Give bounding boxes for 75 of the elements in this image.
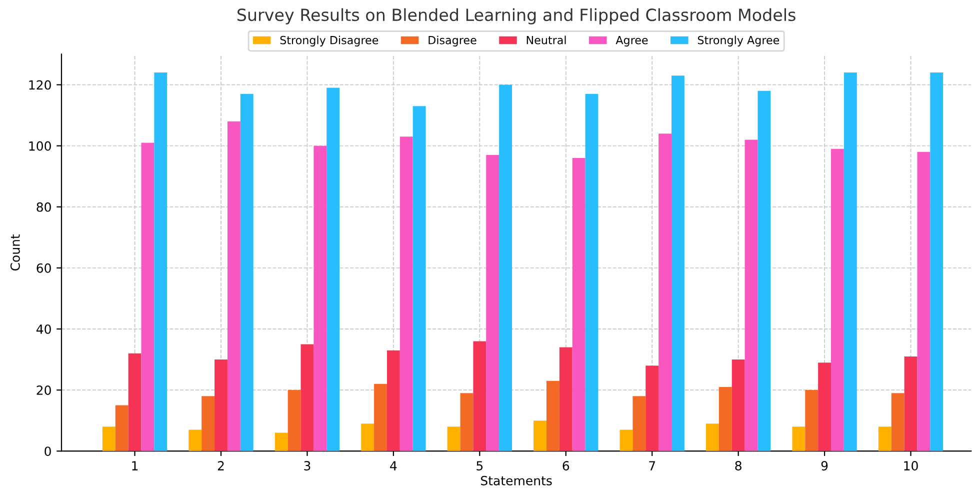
bar [572, 158, 586, 452]
bar [930, 72, 944, 452]
y-tick-label: 120 [29, 80, 51, 90]
bar [374, 384, 387, 452]
bar [460, 393, 474, 452]
bar [559, 347, 572, 452]
bar [917, 152, 930, 452]
bar [904, 356, 918, 452]
x-tick-label: 3 [304, 461, 310, 470]
bar [128, 353, 142, 452]
bar [412, 106, 426, 452]
bar [115, 405, 128, 452]
bar [214, 360, 228, 452]
bar [240, 94, 254, 452]
bar [632, 396, 646, 452]
bar [102, 426, 116, 452]
bar [792, 426, 806, 452]
bar [844, 72, 857, 452]
bar [646, 366, 659, 452]
x-tick-label: 6 [562, 461, 570, 470]
x-tick-label: 10 [904, 461, 918, 470]
bar [499, 84, 512, 452]
y-tick-label: 60 [36, 263, 51, 273]
x-tick-label: 2 [218, 461, 224, 470]
bar [154, 72, 168, 452]
bar [718, 386, 732, 452]
bar [326, 88, 340, 452]
bar [314, 146, 327, 452]
x-tick-label: 9 [821, 461, 828, 470]
x-tick-label: 7 [649, 461, 656, 470]
bar [486, 154, 500, 452]
y-tick-label: 40 [36, 324, 51, 334]
x-tick-label: 5 [476, 461, 483, 470]
legend-label: Strongly Agree [698, 36, 780, 46]
bar [202, 396, 215, 452]
legend-label: Disagree [428, 36, 476, 46]
bar [672, 76, 684, 452]
bar [831, 148, 844, 452]
bar [473, 341, 486, 452]
bar [400, 136, 413, 452]
bar [546, 380, 560, 452]
bar [300, 344, 314, 452]
bar [891, 393, 904, 452]
y-tick-label: 80 [36, 202, 51, 212]
bar [188, 430, 202, 452]
bar [658, 134, 672, 452]
x-tick-label: 8 [735, 461, 742, 470]
bar [758, 90, 771, 452]
bar [818, 362, 832, 452]
x-tick-label: 4 [390, 461, 397, 470]
legend-label: Neutral [526, 36, 566, 44]
x-axis-title: Statements [480, 476, 552, 486]
bar [534, 420, 546, 452]
bar [878, 426, 892, 452]
bar [706, 424, 719, 452]
bar [805, 390, 818, 452]
bar [447, 426, 460, 452]
bar [732, 360, 745, 452]
bar [744, 140, 758, 452]
chart-title: Survey Results on Blended Learning and Flipped Classroom Models [237, 8, 796, 24]
y-tick-label: 100 [29, 141, 51, 151]
y-axis-title: Count [10, 234, 20, 271]
bar [288, 390, 301, 452]
bar [386, 350, 400, 452]
bar [585, 94, 598, 452]
bar [227, 121, 240, 452]
y-tick-label: 20 [36, 386, 51, 395]
legend-label: Agree [616, 36, 648, 46]
bar [361, 424, 374, 452]
bar [141, 142, 154, 452]
x-tick-label: 1 [132, 461, 138, 470]
bar [620, 430, 633, 452]
bar [274, 432, 288, 452]
y-tick-label: 0 [44, 446, 51, 456]
legend-label: Strongly Disagree [280, 36, 378, 46]
